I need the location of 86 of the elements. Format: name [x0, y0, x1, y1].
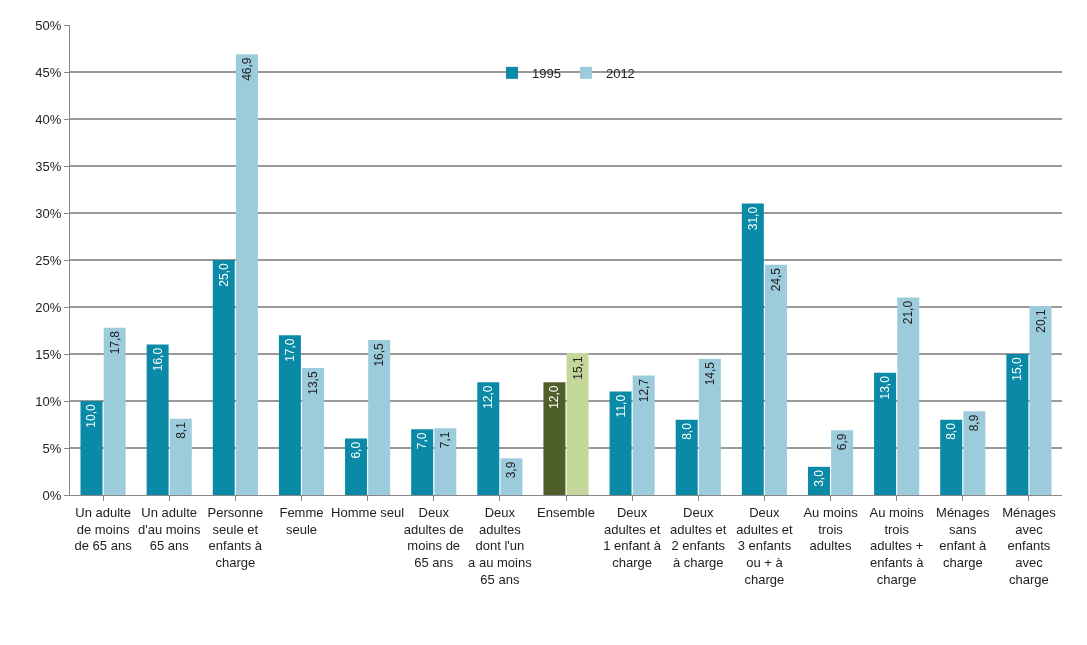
data-label: 3,9 — [504, 461, 519, 479]
data-label: 12,7 — [636, 378, 651, 403]
bar — [831, 430, 854, 495]
bar — [874, 372, 897, 495]
x-tick-label: Personne seule et enfants à charge — [207, 504, 264, 571]
bar — [103, 327, 126, 495]
x-tick-label: Homme seul — [331, 504, 405, 520]
data-label: 15,0 — [1010, 357, 1025, 381]
bar — [1006, 354, 1029, 495]
data-label: 16,5 — [372, 342, 387, 367]
y-tick-label: 45% — [35, 64, 62, 80]
y-tick-label: 50% — [35, 17, 62, 33]
bar — [741, 203, 764, 495]
legend-label: 2012 — [605, 65, 635, 81]
y-tick-label: 30% — [35, 205, 62, 221]
bar — [235, 54, 258, 495]
x-tick-label: Ménages avec enfants avec charge — [1002, 504, 1057, 588]
data-label: 13,0 — [878, 375, 893, 400]
data-label: 24,5 — [768, 267, 783, 292]
data-label: 21,0 — [901, 300, 916, 325]
bar — [169, 418, 192, 495]
bar — [345, 438, 368, 495]
data-label: 7,0 — [415, 432, 430, 450]
data-label: 31,0 — [745, 206, 760, 231]
y-tick-label: 10% — [35, 393, 62, 409]
bar — [940, 419, 963, 495]
bar — [80, 401, 103, 495]
data-label: 25,0 — [216, 263, 231, 287]
y-tick-label: 15% — [35, 346, 62, 362]
bar — [434, 428, 457, 495]
data-label: 12,0 — [547, 385, 562, 409]
bar — [675, 419, 698, 495]
data-label: 6,9 — [835, 433, 850, 451]
data-label: 7,1 — [438, 431, 453, 449]
x-tick-label: Au moins trois adultes — [803, 504, 859, 554]
bar — [543, 382, 566, 495]
x-tick-label: Deux adultes dont l'un a au moins 65 ans — [468, 504, 533, 588]
data-label: 12,0 — [481, 385, 496, 409]
data-label: 13,5 — [306, 371, 321, 395]
data-label: 8,0 — [944, 422, 959, 440]
legend-label: 1995 — [532, 65, 561, 81]
x-tick-label: Deux adultes et 2 enfants à charge — [670, 504, 727, 571]
x-tick-label: Femme seule — [279, 504, 324, 537]
y-tick-label: 25% — [35, 252, 62, 268]
x-tick-label: Ensemble — [537, 504, 595, 520]
y-tick-label: 0% — [42, 487, 62, 503]
data-label: 46,9 — [239, 57, 254, 81]
data-label: 15,1 — [570, 356, 585, 380]
data-label: 8,0 — [679, 422, 694, 440]
data-label: 8,9 — [967, 414, 982, 432]
x-tick-label: Ménages sans enfant à charge — [936, 504, 991, 571]
y-tick-label: 40% — [35, 111, 62, 127]
bar — [1029, 306, 1052, 495]
bar — [632, 375, 655, 495]
bar — [146, 344, 169, 495]
data-label: 16,0 — [150, 347, 165, 372]
bar — [278, 335, 301, 495]
bar — [302, 368, 325, 495]
bar — [609, 391, 632, 495]
bar — [212, 260, 235, 495]
bar — [566, 353, 589, 495]
x-tick-label: Deux adultes et 3 enfants ou + à charge — [736, 504, 793, 588]
x-tick-label: Un adulte d'au moins 65 ans — [137, 504, 201, 554]
bar — [477, 382, 500, 495]
x-tick-label: Deux adultes et 1 enfant à charge — [603, 504, 662, 571]
bar — [897, 297, 920, 495]
data-label: 6,0 — [349, 441, 364, 459]
bar — [764, 264, 787, 495]
data-label: 14,5 — [702, 361, 717, 386]
bar — [411, 429, 434, 495]
x-tick-label: Un adulte de moins de 65 ans — [74, 504, 133, 554]
y-tick-label: 5% — [42, 440, 62, 456]
data-label: 17,0 — [282, 338, 297, 362]
data-label: 11,0 — [613, 394, 628, 418]
x-tick-label: Deux adultes de moins de 65 ans — [403, 504, 464, 571]
bar — [698, 358, 721, 495]
x-tick-label: Au moins trois adultes + enfants à charge — [869, 504, 925, 588]
data-label: 8,1 — [173, 421, 188, 439]
data-label: 3,0 — [811, 469, 826, 487]
data-label: 17,8 — [107, 330, 122, 355]
data-label: 10,0 — [84, 404, 99, 428]
y-tick-label: 20% — [35, 299, 62, 315]
bar — [963, 411, 986, 495]
data-label: 20,1 — [1033, 309, 1048, 333]
bar — [368, 339, 391, 495]
y-tick-label: 35% — [35, 158, 62, 174]
